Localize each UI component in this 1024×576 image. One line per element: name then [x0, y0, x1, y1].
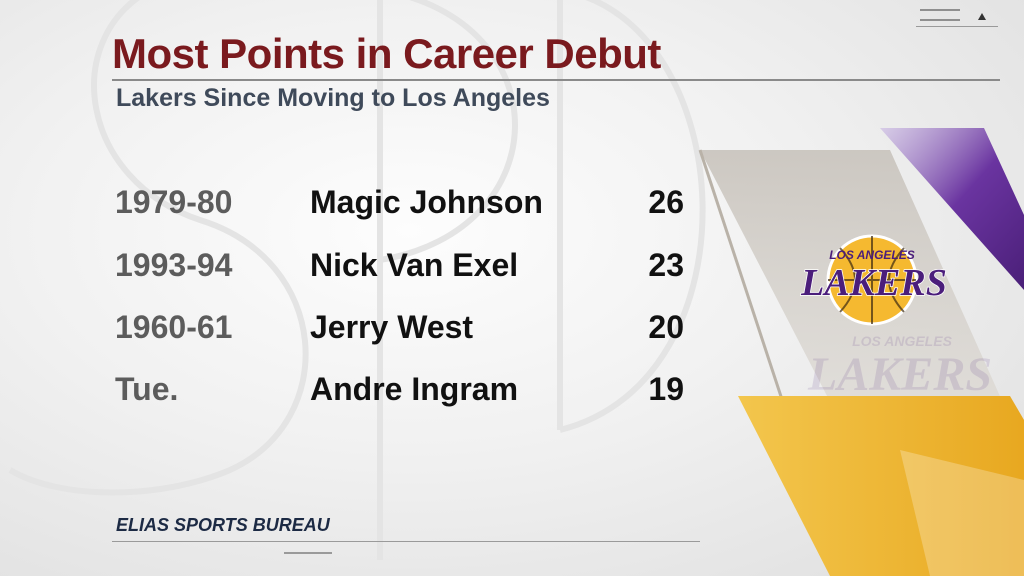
footer-short-divider: [284, 552, 332, 554]
top-divider: [916, 26, 998, 27]
up-arrow-icon[interactable]: [978, 13, 986, 20]
points-cell: 26: [648, 184, 684, 220]
points-cell: 19: [648, 371, 684, 407]
season-cell: 1993-94: [115, 247, 233, 283]
svg-text:LOS ANGELES: LOS ANGELES: [852, 333, 952, 349]
svg-text:LAKERS: LAKERS: [807, 348, 992, 401]
player-cell: Magic Johnson: [310, 184, 543, 220]
player-cell: Nick Van Exel: [310, 247, 519, 283]
title-divider: [112, 79, 1000, 81]
season-cell: 1979-80: [115, 184, 233, 220]
table-row: 1979-80 Magic Johnson 26: [0, 182, 700, 222]
season-cell: 1960-61: [115, 309, 233, 345]
points-cell: 20: [648, 309, 684, 345]
logo-top-text: LOS ANGELES: [829, 248, 915, 262]
footer-divider: [112, 541, 700, 542]
player-cell: Jerry West: [310, 309, 474, 345]
lakers-logo: LOS ANGELES LAKERS LOS ANGELES LAKERS: [799, 234, 992, 401]
points-cell: 23: [648, 247, 684, 283]
menu-icon[interactable]: [920, 9, 960, 23]
page-subtitle: Lakers Since Moving to Los Angeles: [116, 84, 550, 112]
lakers-decor-panel: LOS ANGELES LAKERS LOS ANGELES LAKERS: [698, 128, 1024, 576]
table-row: 1993-94 Nick Van Exel 23: [0, 245, 700, 285]
page-title: Most Points in Career Debut: [112, 30, 661, 77]
player-cell: Andre Ingram: [310, 371, 519, 407]
table-row: 1960-61 Jerry West 20: [0, 307, 700, 347]
season-cell: Tue.: [115, 371, 179, 407]
table-row: Tue. Andre Ingram 19: [0, 369, 700, 409]
logo-wordmark: LAKERS: [800, 262, 947, 304]
source-credit: ELIAS SPORTS BUREAU: [116, 515, 330, 535]
